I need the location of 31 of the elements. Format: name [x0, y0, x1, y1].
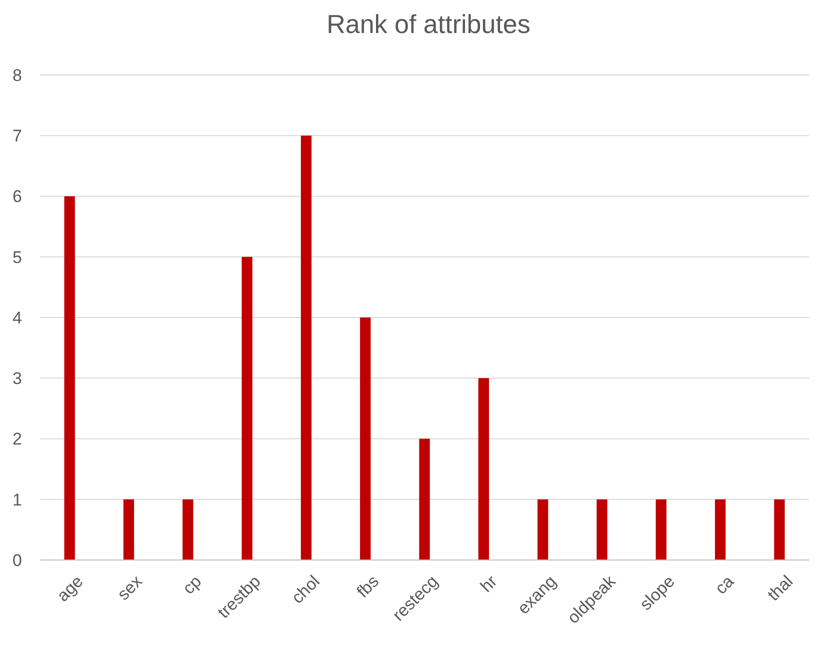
y-tick-label: 7 — [12, 126, 22, 146]
bar — [537, 499, 548, 560]
bar — [300, 136, 312, 560]
y-tick-label: 6 — [12, 187, 22, 206]
bar — [360, 318, 371, 560]
bar — [596, 499, 608, 560]
bar — [182, 499, 194, 560]
bar — [714, 499, 726, 560]
x-tick-label: ca — [711, 571, 738, 598]
x-tick-label: fbs — [353, 572, 383, 602]
bar — [656, 499, 666, 560]
x-tick-label: thal — [764, 572, 797, 605]
x-tick-label: age — [53, 572, 87, 606]
y-tick-label: 0 — [12, 550, 22, 570]
x-tick-label: cp — [178, 572, 206, 598]
y-tick-label: 4 — [12, 308, 22, 328]
bar — [419, 438, 430, 560]
x-tick-label: chol — [288, 572, 324, 608]
bar — [64, 196, 75, 560]
x-tick-label: hr — [476, 572, 502, 596]
y-tick-label: 3 — [12, 369, 22, 388]
y-tick-label: 1 — [12, 490, 22, 510]
bar — [242, 256, 252, 560]
y-tick-label: 8 — [12, 66, 22, 85]
bar — [478, 378, 489, 560]
bar — [123, 499, 134, 560]
chart-title: Rank of attributes — [326, 9, 530, 39]
x-tick-label: sex — [114, 571, 146, 604]
y-tick-label: 5 — [12, 248, 22, 267]
bar — [774, 499, 785, 560]
y-tick-label: 2 — [12, 430, 22, 449]
